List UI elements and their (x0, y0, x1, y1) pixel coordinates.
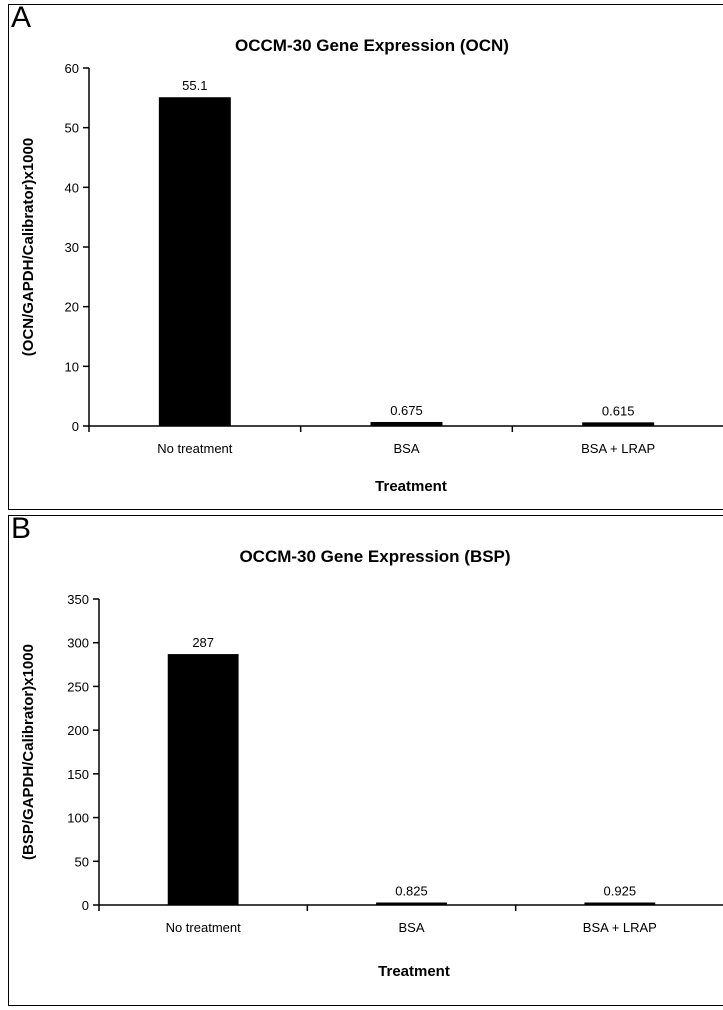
ocn-bar-chart: OCCM-30 Gene Expression (OCN) 0 10 20 30 40 50… (20, 36, 723, 495)
category-label: BSA + LRAP (581, 441, 655, 456)
y-tick-label: 40 (65, 180, 79, 195)
y-tick-label: 30 (65, 240, 79, 255)
category-label: No treatment (157, 441, 233, 456)
x-axis-title: Treatment (375, 478, 447, 495)
chart-title: OCCM-30 Gene Expression (BSP) (239, 547, 510, 566)
panel-label: A (11, 1, 32, 34)
data-label: 0.925 (604, 884, 637, 899)
data-label: 0.615 (602, 403, 635, 418)
y-tick-label: 50 (75, 854, 89, 869)
y-tick-label: 20 (65, 300, 79, 315)
chart-panel-bsp: B OCCM-30 Gene Expression (BSP) 0 50 100 150… (8, 512, 723, 1006)
y-tick-label: 250 (67, 679, 89, 694)
y-tick-label: 200 (67, 723, 89, 738)
y-tick-label: 10 (65, 359, 79, 374)
y-tick-label: 100 (67, 811, 89, 826)
chart-title: OCCM-30 Gene Expression (OCN) (235, 36, 509, 55)
data-label: 0.675 (390, 403, 423, 418)
data-label: 0.825 (395, 884, 428, 899)
bar (158, 97, 231, 426)
y-tick-label: 300 (67, 636, 89, 651)
bar (370, 421, 443, 426)
y-tick-label: 60 (65, 61, 79, 76)
bsp-bar-chart: OCCM-30 Gene Expression (BSP) 0 50 100 150 20… (20, 547, 723, 980)
y-tick-label: 150 (67, 767, 89, 782)
bar (582, 422, 655, 426)
data-label: 55.1 (182, 78, 207, 93)
bar (584, 902, 656, 905)
category-label: No treatment (166, 920, 242, 935)
y-axis-title: (BSP/GAPDH/Calibrator)x1000 (20, 644, 37, 860)
y-tick-label: 350 (67, 592, 89, 607)
category-label: BSA + LRAP (583, 920, 657, 935)
y-axis-title: (OCN/GAPDH/Calibrator)x1000 (20, 138, 37, 356)
category-label: BSA (393, 441, 419, 456)
y-tick-label: 0 (72, 419, 79, 434)
panel-label: B (11, 512, 32, 545)
bar (167, 654, 239, 905)
bar (376, 902, 447, 905)
y-tick-label: 50 (65, 121, 79, 136)
x-axis-title: Treatment (378, 963, 450, 980)
data-label: 287 (192, 635, 214, 650)
chart-panel-ocn: A OCCM-30 Gene Expression (OCN) 0 10 20 30 40… (8, 1, 723, 510)
y-tick-label: 0 (82, 898, 89, 913)
category-label: BSA (398, 920, 424, 935)
